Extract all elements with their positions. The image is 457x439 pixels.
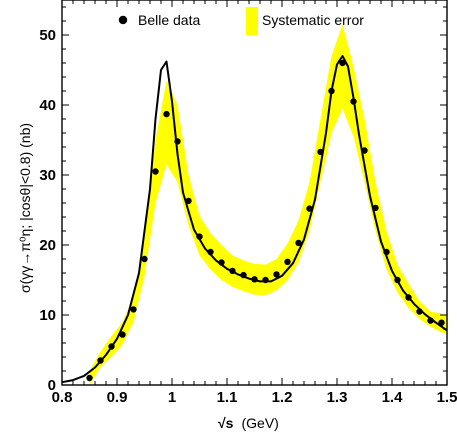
legend: Belle data Systematic error — [118, 7, 364, 35]
legend-data-marker — [118, 15, 128, 25]
x-axis-title: √s (GeV) — [218, 415, 279, 431]
legend-band-label: Systematic error — [262, 12, 364, 28]
x-tick-label: 1.4 — [382, 389, 404, 406]
x-tick-label: 1.5 — [437, 389, 457, 406]
data-point — [240, 271, 247, 279]
x-tick-label: 1.1 — [217, 389, 238, 406]
data-point — [383, 248, 390, 256]
data-point — [416, 308, 423, 315]
axis-ticks-layer — [61, 0, 448, 386]
x-axis-unit: (GeV) — [241, 415, 278, 431]
data-point — [427, 317, 434, 324]
data-point — [108, 343, 115, 350]
data-point — [86, 374, 93, 382]
data-point — [174, 138, 181, 145]
data-point — [405, 294, 412, 301]
data-point — [262, 276, 269, 284]
data-point — [229, 267, 236, 275]
data-point — [218, 259, 225, 266]
y-tick-label: 20 — [39, 237, 56, 254]
x-tick-label: 1.2 — [272, 389, 293, 406]
data-point — [339, 59, 346, 67]
tick-labels-layer: 0.8 0.9 1 1.1 1.2 1.3 1.4 1.5 0 10 20 30 40 50 — [39, 27, 457, 406]
legend-band-swatch — [246, 7, 258, 35]
data-point — [130, 306, 137, 313]
data-point — [141, 255, 148, 263]
legend-data-label: Belle data — [138, 12, 200, 28]
x-tick-label: 0.8 — [52, 389, 73, 406]
data-point — [196, 233, 203, 240]
data-point — [163, 110, 170, 118]
systematic-error-band-layer — [89, 24, 447, 385]
data-point — [97, 357, 104, 364]
data-point — [251, 276, 258, 283]
y-tick-label: 50 — [39, 27, 56, 44]
data-point — [350, 98, 357, 105]
systematic-error-band — [89, 24, 447, 385]
data-point — [361, 147, 368, 154]
data-point — [438, 319, 445, 326]
data-point — [295, 239, 302, 247]
x-tick-label: 1.3 — [327, 389, 348, 406]
data-point — [317, 148, 324, 156]
x-axis-sqrt-s: √s — [218, 415, 234, 431]
data-point — [284, 258, 291, 265]
data-point — [185, 197, 192, 205]
data-point — [152, 168, 159, 175]
x-tick-label: 0.9 — [107, 389, 128, 406]
data-point — [328, 87, 335, 95]
data-point — [273, 271, 280, 278]
y-tick-label: 10 — [39, 307, 56, 324]
y-axis-title: σ(γγ→π⁰η; |cosθ|<0.8) (nb) — [17, 123, 33, 293]
data-point — [372, 204, 379, 212]
plot-frame — [61, 0, 448, 386]
data-points-layer — [86, 59, 445, 382]
y-tick-label: 30 — [39, 167, 56, 184]
data-point — [394, 276, 401, 284]
data-point — [119, 331, 126, 338]
data-point — [306, 205, 313, 212]
y-tick-label: 0 — [48, 377, 56, 394]
y-tick-label: 40 — [39, 97, 56, 114]
x-tick-label: 1 — [168, 389, 176, 406]
data-point — [207, 248, 214, 256]
